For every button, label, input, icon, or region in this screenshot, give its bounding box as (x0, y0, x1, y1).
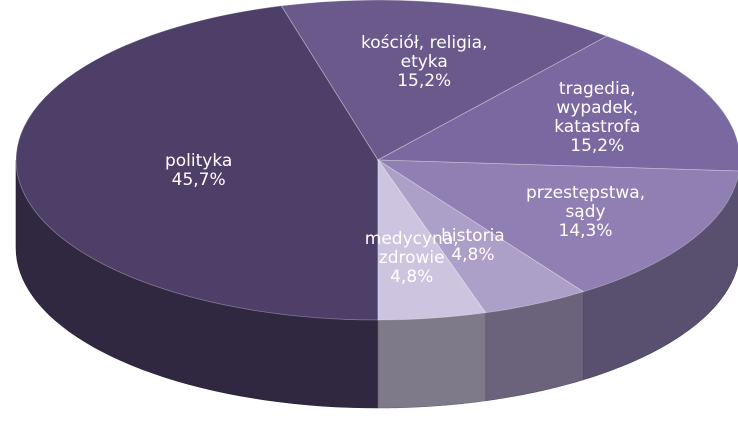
slice-value: 4,8% (390, 266, 434, 287)
slice-value: 15,2% (570, 136, 625, 157)
slice-name: historia (441, 226, 505, 247)
slice-label: tragedia, wypadek, katastrofa 15,2% (543, 80, 651, 156)
slice-label: kościół, religia, etyka 15,2% (349, 34, 499, 91)
pie-slice (280, 0, 608, 161)
pie-slice (376, 35, 738, 172)
slice-label: przestępstwa, sądy 14,3% (511, 182, 661, 241)
slice-label: historia 4,8% (428, 227, 518, 265)
pie-slice (377, 158, 487, 321)
slice-name: przestępstwa, sądy (525, 182, 646, 222)
slice-name: polityka (164, 150, 233, 171)
slice-name: medycyna, zdrowie (364, 228, 459, 268)
pie-slice (15, 5, 379, 321)
slice-value: 4,8% (451, 245, 495, 266)
pie-slice (377, 159, 585, 314)
slice-label: polityka 45,7% (124, 150, 274, 190)
slice-name: kościół, religia, etyka (360, 33, 488, 73)
slice-side (377, 312, 486, 409)
slice-value: 14,3% (558, 220, 613, 241)
slice-value: 45,7% (171, 169, 226, 190)
pie-slice (376, 159, 738, 293)
slice-label: medycyna, zdrowie 4,8% (362, 228, 462, 287)
slice-value: 15,2% (397, 71, 452, 92)
slice-name: tragedia, wypadek, katastrofa (554, 79, 641, 138)
